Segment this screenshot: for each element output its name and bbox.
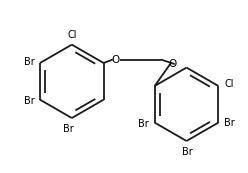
Text: O: O xyxy=(111,54,119,65)
Text: Cl: Cl xyxy=(224,79,234,89)
Text: Br: Br xyxy=(63,124,74,134)
Text: Br: Br xyxy=(24,96,34,106)
Text: O: O xyxy=(168,59,177,69)
Text: Br: Br xyxy=(138,119,149,129)
Text: Br: Br xyxy=(224,118,235,128)
Text: Br: Br xyxy=(24,57,34,67)
Text: Cl: Cl xyxy=(67,30,77,40)
Text: Br: Br xyxy=(182,147,193,157)
